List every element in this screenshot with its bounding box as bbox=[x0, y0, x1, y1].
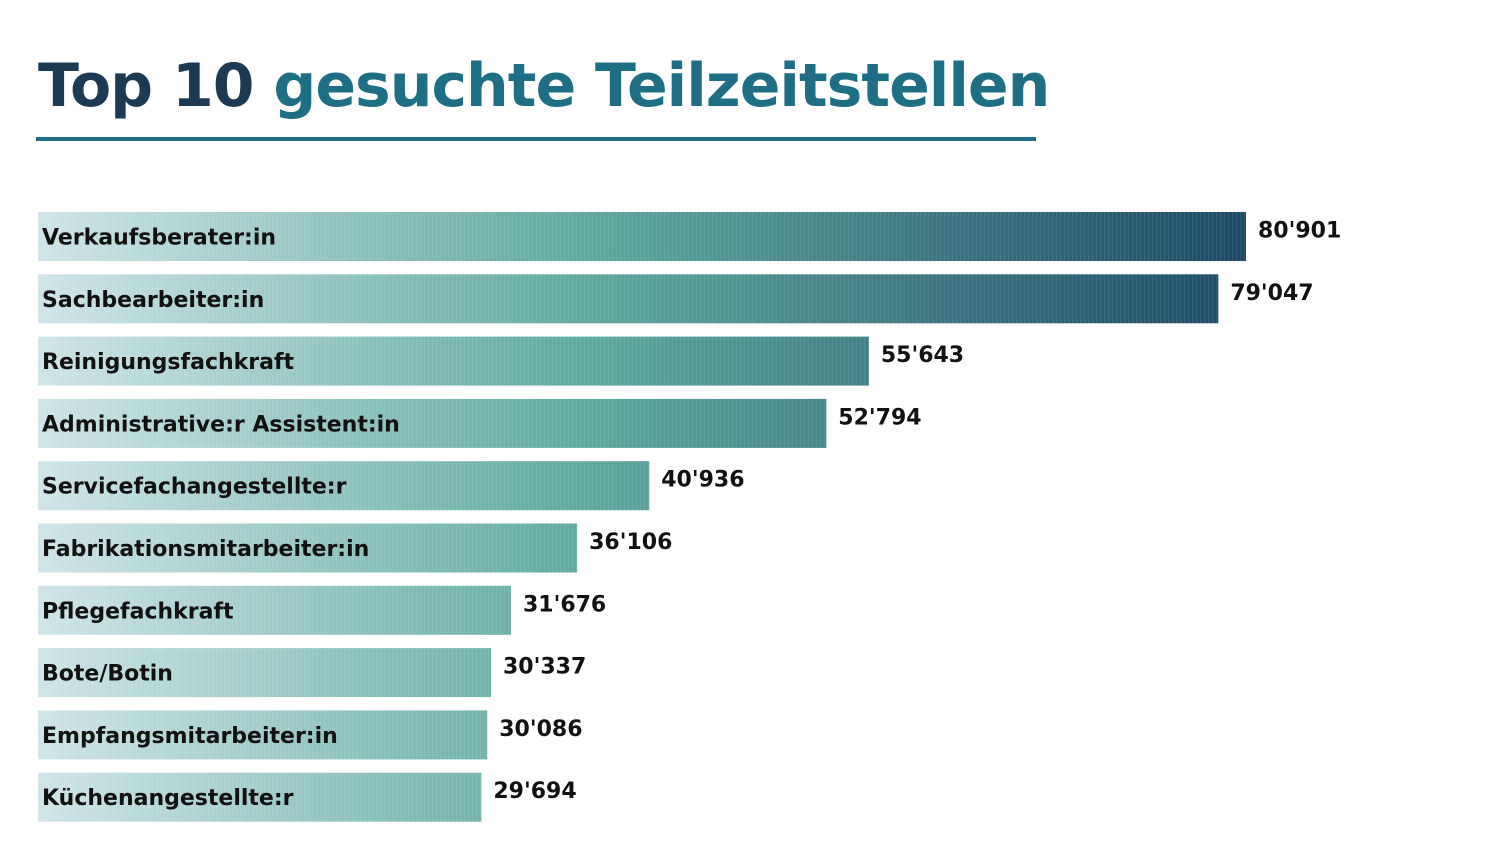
category-label: Küchenangestellte:r bbox=[42, 786, 294, 811]
title-part-top10: Top 10 bbox=[38, 51, 255, 121]
bar-texture bbox=[38, 585, 511, 635]
category-label: Reinigungsfachkraft bbox=[42, 350, 295, 375]
bar-texture bbox=[38, 336, 869, 386]
category-label: Empfangsmitarbeiter:in bbox=[42, 724, 338, 749]
category-label: Servicefachangestellte:r bbox=[42, 475, 347, 500]
value-label: 55'643 bbox=[881, 343, 964, 368]
bar-texture bbox=[38, 398, 827, 448]
value-label: 31'676 bbox=[523, 592, 606, 617]
bar-texture bbox=[38, 710, 488, 760]
bar-texture bbox=[38, 274, 1219, 324]
bar-texture bbox=[38, 212, 1246, 261]
bar-texture bbox=[38, 648, 491, 698]
value-label: 52'794 bbox=[838, 405, 921, 430]
title-part-subject: gesuchte Teilzeitstellen bbox=[273, 51, 1050, 121]
value-label: 40'936 bbox=[661, 468, 744, 493]
title-underline bbox=[36, 137, 1036, 141]
value-label: 79'047 bbox=[1230, 281, 1313, 306]
bar-texture bbox=[38, 461, 650, 511]
category-label: Sachbearbeiter:in bbox=[42, 288, 264, 313]
category-label: Bote/Botin bbox=[42, 662, 173, 687]
value-label: 30'337 bbox=[503, 655, 586, 680]
category-label: Fabrikationsmitarbeiter:in bbox=[42, 537, 369, 562]
bar-texture bbox=[38, 523, 578, 573]
value-label: 29'694 bbox=[493, 779, 576, 804]
bar-texture bbox=[38, 772, 482, 822]
value-label: 80'901 bbox=[1258, 219, 1341, 244]
category-label: Verkaufsberater:in bbox=[42, 226, 276, 251]
value-label: 36'106 bbox=[589, 530, 672, 555]
category-label: Pflegefachkraft bbox=[42, 599, 234, 624]
chart-title: Top 10 gesuchte Teilzeitstellen bbox=[38, 50, 1050, 122]
category-label: Administrative:r Assistent:in bbox=[42, 412, 400, 437]
value-label: 30'086 bbox=[499, 717, 582, 742]
bars-group: Verkaufsberater:in 80'901 Sachbearbeiter:i… bbox=[38, 212, 1341, 822]
